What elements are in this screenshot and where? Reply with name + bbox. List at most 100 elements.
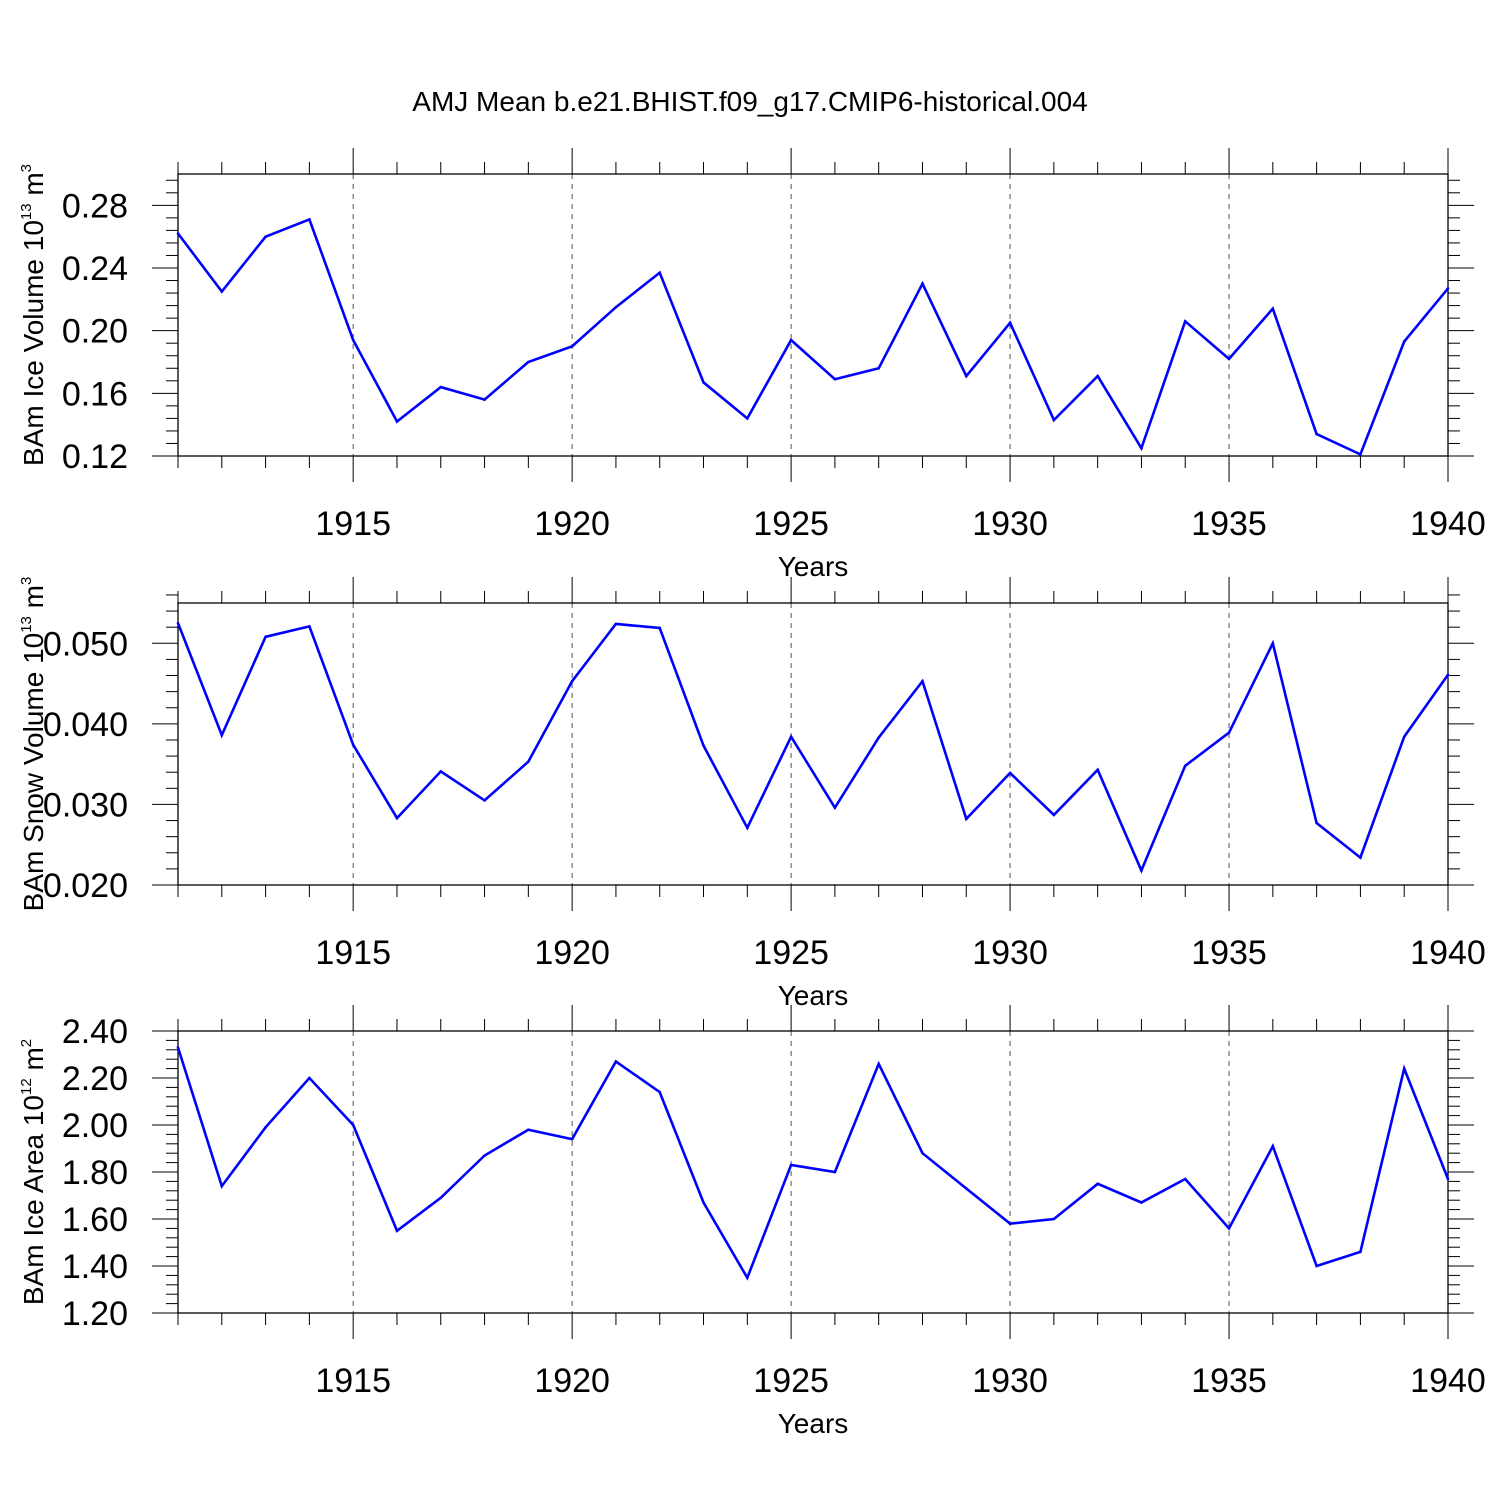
data-point — [1227, 1227, 1231, 1230]
x-tick-label: 1925 — [753, 505, 829, 543]
data-point — [658, 626, 662, 630]
y-tick-label: 1.80 — [62, 1154, 128, 1192]
data-point — [1446, 287, 1450, 290]
data-point — [658, 271, 662, 275]
data-point — [439, 770, 443, 773]
data-point — [921, 679, 924, 683]
y-tick-label: 0.020 — [43, 867, 128, 905]
data-point — [1052, 418, 1056, 422]
data-point — [308, 625, 311, 628]
y-tick-label: 0.040 — [43, 706, 128, 744]
y-axis-label-superscript: 3 — [18, 577, 35, 585]
data-point — [1183, 319, 1187, 323]
data-point — [746, 1276, 749, 1280]
x-tick-label: 1920 — [534, 1362, 610, 1400]
x-tick-label: 1925 — [753, 1362, 829, 1400]
data-point — [614, 305, 618, 309]
x-axis-label: Years — [778, 1408, 849, 1439]
data-point — [483, 1154, 486, 1157]
data-point — [220, 290, 224, 293]
data-point — [570, 345, 574, 348]
plot-frame — [177, 1030, 1449, 1314]
x-tick-label: 1915 — [315, 1362, 391, 1400]
plot-frame — [177, 602, 1449, 886]
data-point — [1183, 764, 1187, 768]
data-point — [1271, 641, 1275, 645]
data-point — [1096, 374, 1099, 378]
series-line — [176, 217, 1450, 457]
y-axis-label-text: m — [18, 585, 49, 616]
data-point — [833, 1170, 837, 1174]
x-axis-label: Years — [778, 980, 849, 1011]
data-point — [395, 1229, 399, 1233]
x-tick-label: 1940 — [1410, 505, 1486, 543]
data-point — [789, 1163, 793, 1167]
y-axis-label-text: BAm Ice Area 10 — [18, 1095, 49, 1305]
x-tick-label: 1930 — [972, 1362, 1048, 1400]
data-point — [1008, 321, 1012, 325]
data-point — [1315, 821, 1318, 825]
x-tick-label: 1920 — [534, 505, 610, 543]
data-point — [1446, 1177, 1450, 1181]
data-point — [964, 817, 968, 821]
series-line — [176, 622, 1450, 874]
data-point — [1359, 856, 1362, 859]
data-point — [1359, 1250, 1362, 1254]
y-axis-label-superscript: 3 — [18, 164, 35, 172]
y-tick-label: 1.20 — [62, 1295, 128, 1333]
data-point — [1096, 768, 1099, 772]
chart-panel-1: 0.12 0.16 0.20 0.24 0.28 1915 1920 1925 1930 1935… — [18, 148, 1486, 582]
data-point — [1402, 340, 1406, 343]
data-point — [614, 1060, 618, 1063]
data-point — [1402, 735, 1406, 739]
y-axis-label-text: BAm Snow Volume 10 — [18, 633, 49, 912]
chart-panel-2: 0.020 0.030 0.040 0.050 1915 1920 1925 1930 1935… — [18, 577, 1486, 1011]
y-axis-label-text: BAm Ice Volume 10 — [18, 220, 49, 466]
data-point — [877, 736, 880, 739]
data-point — [439, 1196, 443, 1200]
data-point — [1008, 1222, 1012, 1225]
data-point — [264, 635, 267, 639]
x-tick-label: 1915 — [315, 934, 391, 972]
y-tick-label: 0.050 — [43, 625, 128, 663]
data-point — [833, 806, 837, 809]
data-point — [351, 743, 355, 747]
panels: 0.12 0.16 0.20 0.24 0.28 1915 1920 1925 1930 1935… — [18, 148, 1486, 1439]
data-point — [570, 1137, 574, 1141]
data-point — [702, 381, 705, 384]
y-axis-label: BAm Ice Volume 1013 m3 — [18, 164, 49, 466]
data-point — [1096, 1182, 1099, 1186]
x-tick-label: 1930 — [972, 934, 1048, 972]
data-point — [176, 1046, 180, 1049]
data-point — [264, 1126, 267, 1129]
x-tick-label: 1930 — [972, 505, 1048, 543]
y-axis-label: BAm Snow Volume 1013 m3 — [18, 577, 49, 912]
data-point — [483, 799, 486, 802]
x-tick-label: 1935 — [1191, 505, 1267, 543]
data-point — [1271, 307, 1275, 311]
x-tick-label: 1925 — [753, 934, 829, 972]
data-point — [1052, 1217, 1056, 1221]
data-point — [614, 622, 618, 626]
data-point — [1402, 1067, 1406, 1070]
data-point — [658, 1090, 662, 1094]
y-tick-label: 2.20 — [62, 1060, 128, 1098]
data-point — [1140, 446, 1143, 450]
data-point — [964, 1187, 968, 1190]
data-point — [921, 1151, 924, 1155]
y-tick-label: 2.00 — [62, 1107, 128, 1145]
data-point — [395, 816, 399, 820]
data-point — [702, 1201, 705, 1204]
y-axis-label-superscript: 12 — [18, 1078, 35, 1095]
chart-title: AMJ Mean b.e21.BHIST.f09_g17.CMIP6-histo… — [412, 86, 1087, 117]
data-point — [351, 338, 355, 342]
data-point — [746, 826, 749, 830]
y-tick-label: 0.16 — [62, 375, 128, 413]
data-point — [395, 420, 399, 423]
data-point — [264, 235, 267, 238]
data-point — [1140, 869, 1143, 872]
data-point — [527, 1128, 530, 1131]
data-point — [308, 218, 311, 221]
y-tick-label: 0.12 — [62, 438, 128, 476]
data-point — [833, 377, 837, 381]
